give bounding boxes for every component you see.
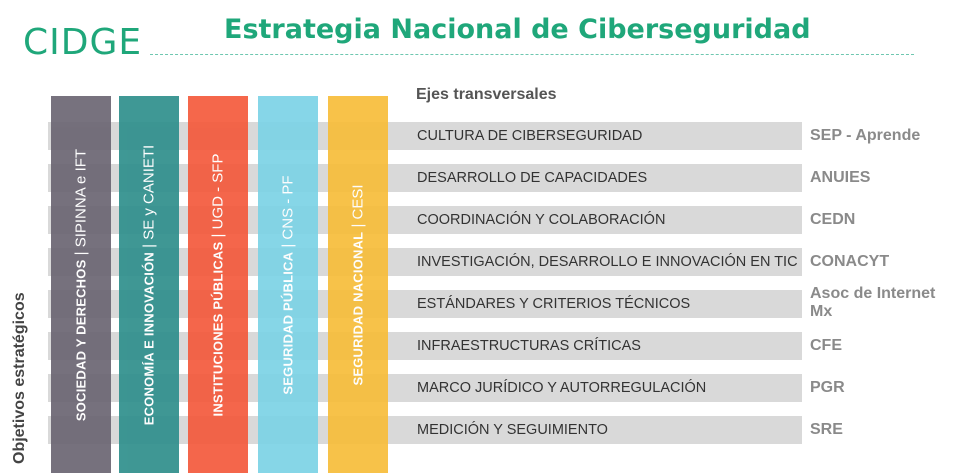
objective-separator: | (209, 228, 227, 242)
objective-name: SEGURIDAD NACIONAL (350, 231, 366, 386)
objective-owner: SIPINNA e IFT (72, 148, 90, 247)
objective-column-label: ECONOMÍA E INNOVACIÓN | SE y CANIETI (141, 144, 158, 424)
objective-owner: UGD - SFP (209, 153, 227, 229)
objective-column: SEGURIDAD PÚBLICA | CNS - PF (258, 96, 318, 473)
axis-entity: Asoc de Internet Mx (810, 285, 936, 320)
axis-entity: CEDN (810, 211, 856, 228)
logo: CIDGE (23, 22, 143, 63)
axis-label: COORDINACIÓN Y COLABORACIÓN (417, 212, 666, 228)
objective-separator: | (279, 239, 297, 252)
axis-label: DESARROLLO DE CAPACIDADES (417, 170, 648, 186)
objective-owner: SE y CANIETI (140, 144, 158, 240)
axis-entity: PGR (810, 379, 845, 396)
objective-column-label: SEGURIDAD PÚBLICA | CNS - PF (280, 175, 297, 394)
objective-column-label: SEGURIDAD NACIONAL | CESI (350, 184, 367, 385)
objective-column: SOCIEDAD Y DERECHOS | SIPINNA e IFT (51, 96, 111, 473)
axes-heading: Ejes transversales (416, 86, 557, 103)
objective-separator: | (349, 218, 367, 232)
objective-name: ECONOMÍA E INNOVACIÓN (141, 251, 157, 425)
axis-label: CULTURA DE CIBERSEGURIDAD (417, 128, 643, 144)
axis-label: MEDICIÓN Y SEGUIMIENTO (417, 422, 608, 438)
objective-separator: | (72, 246, 90, 260)
objective-column-label: INSTITUCIONES PÚBLICAS | UGD - SFP (210, 153, 227, 416)
objective-column: ECONOMÍA E INNOVACIÓN | SE y CANIETI (119, 96, 179, 473)
objective-column: INSTITUCIONES PÚBLICAS | UGD - SFP (188, 96, 248, 473)
objective-name: SEGURIDAD PÚBLICA (280, 251, 296, 395)
axis-entity: CFE (810, 337, 842, 354)
objective-owner: CNS - PF (279, 174, 297, 240)
objective-column-label: SOCIEDAD Y DERECHOS | SIPINNA e IFT (73, 148, 90, 420)
axis-entity: SEP - Aprende (810, 127, 921, 144)
objective-name: SOCIEDAD Y DERECHOS (73, 259, 89, 421)
axis-label: MARCO JURÍDICO Y AUTORREGULACIÓN (417, 380, 707, 396)
objective-name: INSTITUCIONES PÚBLICAS (210, 241, 226, 416)
axis-entity: CONACYT (810, 253, 890, 270)
axis-label: INFRAESTRUCTURAS CRÍTICAS (417, 338, 641, 354)
objectives-label: Objetivos estratégicos (11, 292, 28, 464)
axis-label: INVESTIGACIÓN, DESARROLLO E INNOVACIÓN E… (417, 254, 798, 270)
objective-column: SEGURIDAD NACIONAL | CESI (328, 96, 388, 473)
objective-owner: CESI (349, 183, 367, 219)
axis-entity: SRE (810, 421, 843, 438)
dotted-divider (150, 54, 914, 55)
axis-entity: ANUIES (810, 169, 871, 186)
axis-label: ESTÁNDARES Y CRITERIOS TÉCNICOS (417, 296, 691, 312)
page-title: Estrategia Nacional de Ciberseguridad (224, 14, 811, 45)
objective-separator: | (140, 239, 158, 252)
